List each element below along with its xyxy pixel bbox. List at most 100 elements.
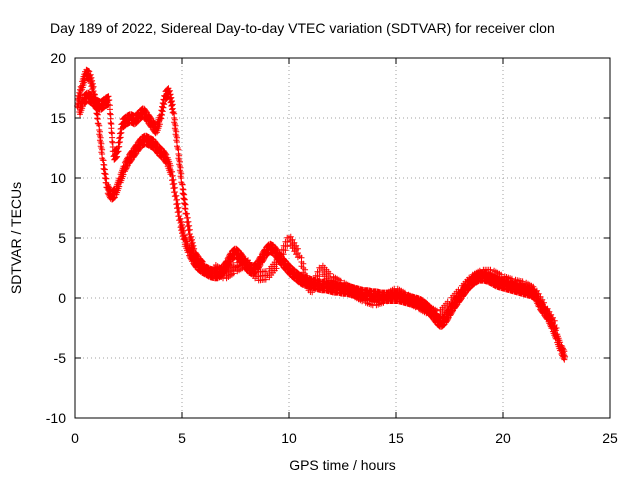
data-point: [88, 74, 95, 81]
data-point: [305, 278, 312, 285]
data-point: [302, 266, 309, 273]
data-point: [241, 264, 248, 271]
plot-border: [74, 57, 611, 419]
x-tick-label: 20: [495, 430, 511, 446]
data-point: [170, 176, 177, 183]
data-point: [109, 138, 116, 145]
y-axis-label: SDTVAR / TECUs: [8, 182, 24, 294]
data-point: [89, 77, 96, 84]
data-point: [519, 278, 526, 285]
tick-labels: 0 5 10 15 20 25 -10 -5 0 5 10 15 20: [46, 50, 618, 446]
data-point: [445, 316, 452, 322]
data-point: [157, 115, 164, 121]
data-point: [159, 108, 166, 115]
data-point: [252, 266, 259, 273]
y-tick-label: 10: [50, 170, 66, 186]
data-point: [487, 275, 494, 282]
data-point: [98, 140, 105, 147]
data-point: [300, 260, 307, 267]
data-point: [298, 254, 305, 261]
data-point: [530, 283, 537, 290]
data-point: [179, 224, 186, 231]
data-point: [466, 283, 473, 290]
data-point: [561, 348, 568, 355]
data-point: [487, 266, 494, 273]
data-point: [103, 175, 110, 182]
data-point: [176, 158, 183, 165]
data-point: [110, 195, 117, 202]
data-point: [97, 134, 104, 141]
data-point: [101, 162, 108, 168]
data-point: [541, 299, 548, 306]
data-point: [175, 204, 182, 211]
data-point: [120, 171, 127, 178]
y-tick-label: -10: [46, 410, 66, 426]
data-point: [179, 181, 185, 187]
data-point: [309, 289, 316, 296]
data-point: [171, 110, 178, 117]
data-point: [106, 97, 113, 103]
data-point: [171, 116, 178, 123]
data-point: [185, 218, 192, 225]
data-point: [348, 292, 355, 299]
data-point: [174, 134, 181, 141]
data-point: [87, 71, 94, 78]
data-point: [199, 267, 206, 274]
data-point: [198, 258, 205, 264]
data-point: [553, 325, 560, 331]
data-point: [123, 165, 130, 172]
data-point: [519, 286, 526, 293]
data-point: [277, 259, 284, 266]
data-point: [173, 128, 180, 135]
y-tick-label: 15: [50, 110, 66, 126]
data-point: [156, 121, 163, 128]
data-point: [116, 183, 123, 190]
data-point: [312, 281, 319, 288]
data-point: [106, 102, 113, 109]
data-point: [167, 91, 174, 98]
data-point: [412, 295, 419, 302]
data-point: [106, 184, 113, 191]
data-point: [262, 276, 269, 283]
data-point: [105, 101, 112, 108]
data-point: [412, 304, 419, 311]
data-point: [90, 83, 97, 90]
data-points: [74, 66, 569, 363]
data-point: [551, 317, 558, 324]
data-point: [178, 218, 185, 225]
x-tick-label: 10: [281, 430, 297, 446]
data-point: [179, 221, 185, 228]
data-point: [163, 151, 170, 158]
data-point: [159, 112, 166, 118]
data-point: [116, 143, 123, 150]
data-point: [165, 85, 172, 92]
data-point: [380, 299, 387, 306]
data-point: [498, 271, 505, 278]
data-point: [115, 148, 122, 155]
x-tick-label: 5: [178, 430, 186, 446]
data-point: [508, 275, 515, 282]
data-point: [560, 355, 567, 362]
data-point: [348, 283, 355, 290]
data-point: [476, 267, 483, 274]
data-point: [117, 134, 124, 141]
data-point: [121, 168, 128, 175]
data-point: [166, 87, 173, 94]
data-point: [111, 194, 118, 201]
data-point: [167, 162, 174, 169]
data-point: [190, 242, 197, 249]
data-point: [234, 247, 241, 253]
data-point: [169, 109, 176, 116]
data-point: [401, 289, 408, 296]
data-point: [558, 342, 565, 349]
data-point: [124, 164, 131, 170]
data-point: [359, 289, 366, 296]
data-point: [310, 285, 317, 292]
data-point: [559, 344, 566, 350]
data-point: [181, 191, 188, 198]
data-point: [96, 122, 103, 129]
data-point: [169, 168, 176, 175]
data-point: [261, 256, 268, 262]
